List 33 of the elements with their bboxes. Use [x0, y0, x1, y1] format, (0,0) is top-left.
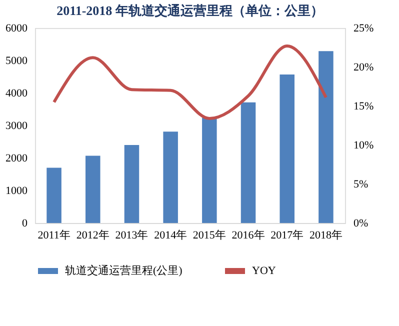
legend-label: YOY: [252, 265, 276, 277]
bar: [46, 168, 62, 223]
y2-tick-label: 5%: [354, 178, 368, 190]
y-tick-label: 2000: [6, 152, 28, 164]
y-tick-label: 5000: [6, 55, 28, 67]
y-tick-label: 3000: [6, 120, 28, 132]
y-tick-label: 4000: [6, 88, 28, 100]
y2-tick-label: 25%: [354, 22, 374, 34]
x-tick-label: 2017年: [270, 230, 304, 242]
y2-tick-label: 0%: [354, 218, 368, 230]
bar: [202, 118, 217, 223]
bar: [86, 156, 100, 223]
x-tick-label: 2015年: [192, 230, 226, 242]
bar: [240, 102, 256, 223]
bar: [163, 132, 178, 223]
bar: [318, 51, 334, 223]
chart-title: 2011-2018 年轨道交通运营里程（单位：公里）: [56, 3, 324, 18]
x-tick-label: 2013年: [115, 230, 148, 242]
x-tick-label: 2014年: [154, 230, 188, 242]
y-tick-label: 6000: [6, 22, 28, 34]
bar: [124, 145, 140, 223]
bar: [280, 74, 294, 223]
x-tick-label: 2012年: [76, 230, 110, 242]
y2-tick-label: 10%: [354, 140, 374, 152]
y2-tick-label: 15%: [354, 100, 374, 112]
legend-label: 轨道交通运营里程(公里): [65, 264, 183, 277]
y-tick-label: 1000: [6, 185, 28, 197]
x-tick-label: 2016年: [232, 230, 265, 242]
y-tick-label: 0: [22, 218, 28, 230]
line-series: [52, 44, 328, 120]
x-tick-label: 2018年: [309, 230, 342, 242]
x-tick-label: 2011年: [38, 230, 70, 242]
y2-tick-label: 20%: [354, 62, 374, 74]
